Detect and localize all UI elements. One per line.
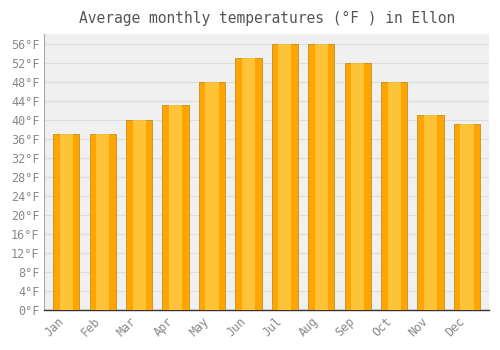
Title: Average monthly temperatures (°F ) in Ellon: Average monthly temperatures (°F ) in El… [78, 11, 455, 26]
Bar [388, 82, 400, 310]
Bar [242, 58, 255, 310]
Bar [53, 134, 80, 310]
Bar [418, 115, 444, 310]
Bar [236, 58, 262, 310]
Bar [454, 125, 480, 310]
Bar [126, 120, 152, 310]
Bar [272, 44, 298, 310]
Bar [460, 125, 473, 310]
Bar [96, 134, 110, 310]
Bar [315, 44, 328, 310]
Bar [199, 82, 225, 310]
Bar [162, 105, 188, 310]
Bar [90, 134, 116, 310]
Bar [206, 82, 218, 310]
Bar [424, 115, 437, 310]
Bar [169, 105, 182, 310]
Bar [344, 63, 371, 310]
Bar [60, 134, 73, 310]
Bar [381, 82, 407, 310]
Bar [351, 63, 364, 310]
Bar [278, 44, 291, 310]
Bar [132, 120, 145, 310]
Bar [308, 44, 334, 310]
